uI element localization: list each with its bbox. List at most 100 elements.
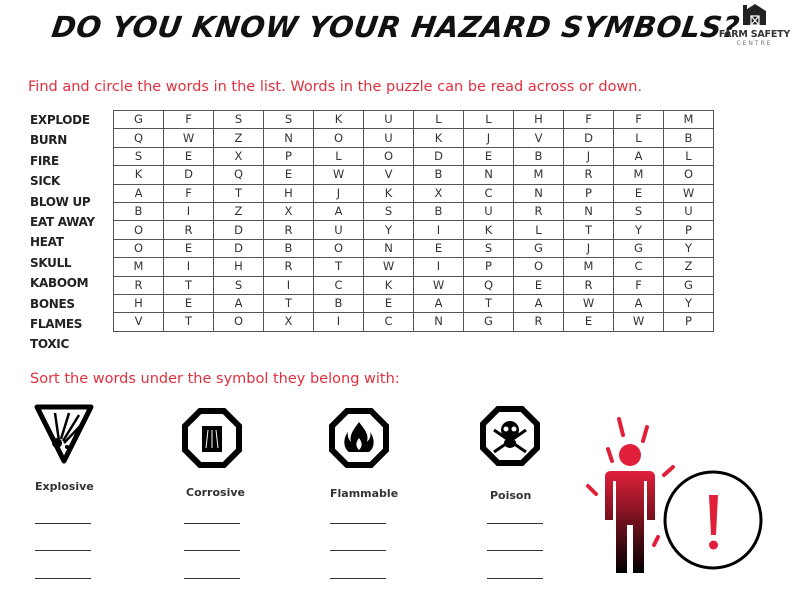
grid-cell[interactable]: G: [613, 238, 664, 259]
grid-cell[interactable]: T: [163, 312, 214, 332]
grid-cell[interactable]: M: [613, 165, 664, 185]
grid-cell[interactable]: U: [463, 201, 514, 222]
grid-cell[interactable]: W: [413, 275, 464, 295]
grid-cell[interactable]: P: [663, 220, 714, 240]
grid-cell[interactable]: R: [563, 165, 614, 185]
grid-cell[interactable]: O: [513, 257, 564, 277]
grid-cell[interactable]: F: [613, 275, 664, 295]
grid-cell[interactable]: H: [113, 293, 164, 314]
grid-cell[interactable]: A: [313, 201, 364, 222]
grid-cell[interactable]: E: [163, 293, 214, 314]
grid-cell[interactable]: S: [363, 201, 414, 222]
grid-cell[interactable]: O: [113, 238, 164, 259]
grid-cell[interactable]: L: [413, 109, 464, 130]
grid-cell[interactable]: U: [313, 220, 364, 240]
grid-cell[interactable]: C: [363, 312, 414, 332]
answer-line-flammable[interactable]: [330, 523, 386, 524]
grid-cell[interactable]: G: [463, 312, 514, 332]
grid-cell[interactable]: R: [513, 312, 564, 332]
grid-cell[interactable]: L: [313, 146, 364, 167]
grid-cell[interactable]: O: [213, 312, 264, 332]
grid-cell[interactable]: K: [313, 109, 364, 130]
grid-cell[interactable]: K: [413, 128, 464, 148]
grid-cell[interactable]: Y: [663, 293, 714, 314]
grid-cell[interactable]: H: [213, 257, 264, 277]
grid-cell[interactable]: K: [113, 165, 164, 185]
grid-cell[interactable]: B: [413, 201, 464, 222]
grid-cell[interactable]: I: [413, 220, 464, 240]
grid-cell[interactable]: N: [363, 238, 414, 259]
grid-cell[interactable]: V: [113, 312, 164, 332]
answer-line-explosive[interactable]: [35, 523, 91, 524]
grid-cell[interactable]: M: [113, 257, 164, 277]
grid-cell[interactable]: D: [563, 128, 614, 148]
answer-line-flammable[interactable]: [330, 578, 386, 579]
grid-cell[interactable]: V: [363, 165, 414, 185]
grid-cell[interactable]: O: [663, 165, 714, 185]
grid-cell[interactable]: X: [413, 183, 464, 203]
grid-cell[interactable]: L: [663, 146, 714, 167]
answer-line-corrosive[interactable]: [184, 578, 240, 579]
grid-cell[interactable]: T: [563, 220, 614, 240]
answer-line-corrosive[interactable]: [184, 550, 240, 551]
grid-cell[interactable]: N: [563, 201, 614, 222]
grid-cell[interactable]: Z: [213, 128, 264, 148]
grid-cell[interactable]: J: [563, 238, 614, 259]
grid-cell[interactable]: L: [463, 109, 514, 130]
answer-line-flammable[interactable]: [330, 550, 386, 551]
grid-cell[interactable]: N: [463, 165, 514, 185]
grid-cell[interactable]: B: [313, 293, 364, 314]
grid-cell[interactable]: M: [563, 257, 614, 277]
grid-cell[interactable]: K: [363, 275, 414, 295]
grid-cell[interactable]: B: [663, 128, 714, 148]
grid-cell[interactable]: N: [413, 312, 464, 332]
grid-cell[interactable]: B: [413, 165, 464, 185]
answer-line-explosive[interactable]: [35, 550, 91, 551]
grid-cell[interactable]: C: [463, 183, 514, 203]
grid-cell[interactable]: Z: [663, 257, 714, 277]
answer-line-poison[interactable]: [487, 578, 543, 579]
grid-cell[interactable]: F: [163, 183, 214, 203]
grid-cell[interactable]: G: [663, 275, 714, 295]
grid-cell[interactable]: C: [313, 275, 364, 295]
grid-cell[interactable]: E: [413, 238, 464, 259]
grid-cell[interactable]: G: [513, 238, 564, 259]
grid-cell[interactable]: A: [413, 293, 464, 314]
grid-cell[interactable]: K: [463, 220, 514, 240]
grid-cell[interactable]: T: [463, 293, 514, 314]
grid-cell[interactable]: S: [213, 109, 264, 130]
grid-cell[interactable]: Z: [213, 201, 264, 222]
grid-cell[interactable]: F: [163, 109, 214, 130]
grid-cell[interactable]: D: [163, 165, 214, 185]
grid-cell[interactable]: Y: [663, 238, 714, 259]
grid-cell[interactable]: S: [263, 109, 314, 130]
grid-cell[interactable]: E: [563, 312, 614, 332]
grid-cell[interactable]: E: [463, 146, 514, 167]
grid-cell[interactable]: W: [613, 312, 664, 332]
grid-cell[interactable]: E: [263, 165, 314, 185]
grid-cell[interactable]: J: [563, 146, 614, 167]
grid-cell[interactable]: K: [363, 183, 414, 203]
grid-cell[interactable]: Q: [463, 275, 514, 295]
grid-cell[interactable]: R: [163, 220, 214, 240]
grid-cell[interactable]: P: [463, 257, 514, 277]
grid-cell[interactable]: D: [413, 146, 464, 167]
grid-cell[interactable]: I: [413, 257, 464, 277]
grid-cell[interactable]: S: [613, 201, 664, 222]
grid-cell[interactable]: R: [113, 275, 164, 295]
grid-cell[interactable]: E: [613, 183, 664, 203]
grid-cell[interactable]: H: [513, 109, 564, 130]
grid-cell[interactable]: M: [513, 165, 564, 185]
grid-cell[interactable]: X: [213, 146, 264, 167]
grid-cell[interactable]: B: [513, 146, 564, 167]
grid-cell[interactable]: S: [213, 275, 264, 295]
grid-cell[interactable]: A: [213, 293, 264, 314]
grid-cell[interactable]: A: [613, 146, 664, 167]
grid-cell[interactable]: E: [363, 293, 414, 314]
grid-cell[interactable]: B: [263, 238, 314, 259]
grid-cell[interactable]: H: [263, 183, 314, 203]
grid-cell[interactable]: O: [363, 146, 414, 167]
grid-cell[interactable]: U: [663, 201, 714, 222]
grid-cell[interactable]: P: [663, 312, 714, 332]
grid-cell[interactable]: R: [263, 257, 314, 277]
